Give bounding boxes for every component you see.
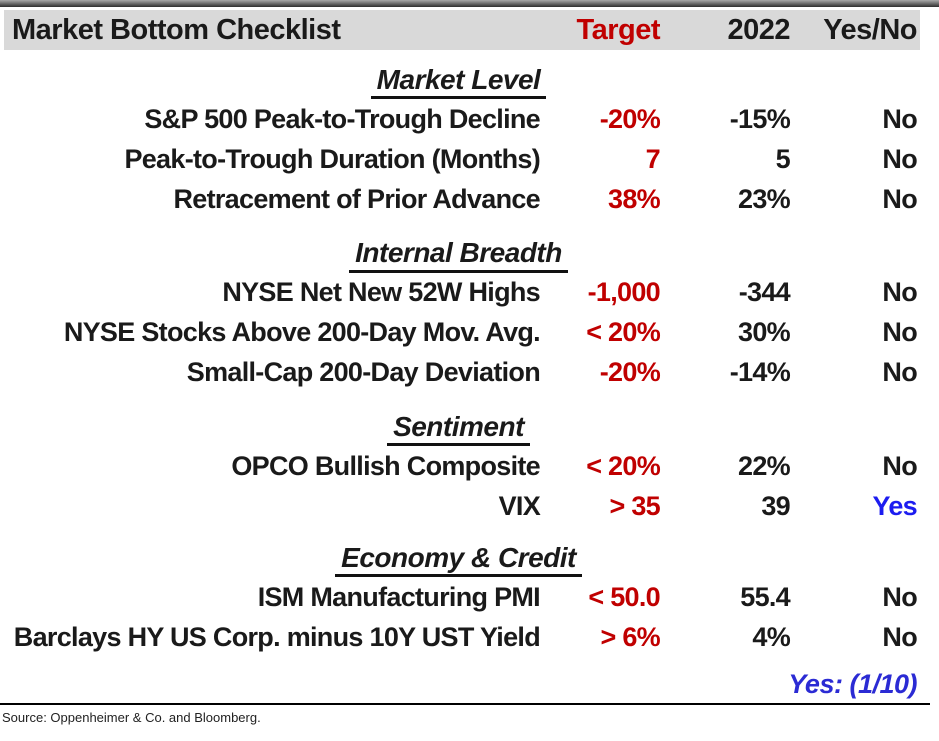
source-attribution: Source: Oppenheimer & Co. and Bloomberg. (2, 710, 261, 726)
value-2022: -14% (729, 357, 791, 388)
yesno-value: No (882, 581, 917, 612)
table-header-row: Market Bottom Checklist Target 2022 Yes/… (4, 10, 920, 50)
row-label: Barclays HY US Corp. minus 10Y UST Yield (13, 621, 541, 652)
value-2022: 4% (752, 621, 790, 652)
row-label: S&P 500 Peak-to-Trough Decline (144, 103, 540, 134)
table-row: S&P 500 Peak-to-Trough Decline -20% -15%… (0, 99, 939, 139)
yes-count-summary: Yes: (1/10) (788, 669, 917, 700)
bottom-divider (0, 703, 930, 706)
table-title: Market Bottom Checklist (12, 13, 341, 46)
target-value: 38% (608, 183, 661, 214)
target-value: -1,000 (587, 277, 661, 308)
table-row: VIX > 35 39 Yes (0, 486, 939, 526)
row-label: Peak-to-Trough Duration (Months) (124, 143, 540, 174)
section-header-internal-breadth: Internal Breadth (0, 237, 917, 273)
target-value: > 6% (600, 621, 661, 652)
table-row: Small-Cap 200-Day Deviation -20% -14% No (0, 353, 939, 393)
yesno-value: No (882, 143, 917, 174)
section-header-sentiment: Sentiment (0, 411, 917, 447)
value-2022: 22% (738, 450, 791, 481)
value-2022: 23% (738, 183, 791, 214)
yesno-value: No (882, 357, 917, 388)
column-header-yesno: Yes/No (823, 13, 917, 46)
row-label: NYSE Net New 52W Highs (222, 277, 540, 308)
table-row: ISM Manufacturing PMI < 50.0 55.4 No (0, 577, 939, 617)
row-label: ISM Manufacturing PMI (257, 581, 541, 612)
column-header-2022: 2022 (727, 13, 790, 46)
yesno-value: Yes (872, 490, 918, 521)
table-row: Barclays HY US Corp. minus 10Y UST Yield… (0, 617, 939, 657)
value-2022: -344 (738, 277, 791, 308)
table-row: Retracement of Prior Advance 38% 23% No (0, 179, 939, 219)
row-label: OPCO Bullish Composite (231, 450, 540, 481)
section-title: Market Level (370, 64, 547, 100)
target-value: < 50.0 (588, 581, 660, 612)
yesno-value: No (882, 450, 917, 481)
table-row: Peak-to-Trough Duration (Months) 7 5 No (0, 139, 939, 179)
row-label: Small-Cap 200-Day Deviation (186, 357, 541, 388)
table-row: NYSE Net New 52W Highs -1,000 -344 No (0, 273, 939, 313)
value-2022: 39 (761, 490, 790, 521)
table-row: OPCO Bullish Composite < 20% 22% No (0, 446, 939, 486)
row-label: NYSE Stocks Above 200-Day Mov. Avg. (63, 317, 541, 348)
yesno-value: No (882, 103, 917, 134)
table-row: NYSE Stocks Above 200-Day Mov. Avg. < 20… (0, 313, 939, 353)
value-2022: -15% (729, 103, 791, 134)
column-header-target: Target (576, 13, 661, 46)
yesno-value: No (882, 277, 917, 308)
row-label: VIX (498, 490, 541, 521)
yesno-value: No (882, 621, 917, 652)
section-header-market-level: Market Level (0, 64, 917, 100)
section-title: Sentiment (387, 411, 530, 447)
section-title: Internal Breadth (349, 237, 568, 273)
target-value: > 35 (609, 490, 660, 521)
value-2022: 55.4 (740, 581, 790, 612)
target-value: -20% (599, 357, 661, 388)
value-2022: 30% (738, 317, 791, 348)
section-title: Economy & Credit (335, 542, 582, 578)
yesno-value: No (882, 317, 917, 348)
value-2022: 5 (775, 143, 791, 174)
target-value: -20% (599, 103, 661, 134)
top-edge-bar (0, 0, 939, 7)
row-label: Retracement of Prior Advance (173, 183, 540, 214)
target-value: < 20% (586, 317, 661, 348)
target-value: < 20% (586, 450, 661, 481)
target-value: 7 (645, 143, 661, 174)
yesno-value: No (882, 183, 917, 214)
section-header-economy-credit: Economy & Credit (0, 542, 917, 578)
